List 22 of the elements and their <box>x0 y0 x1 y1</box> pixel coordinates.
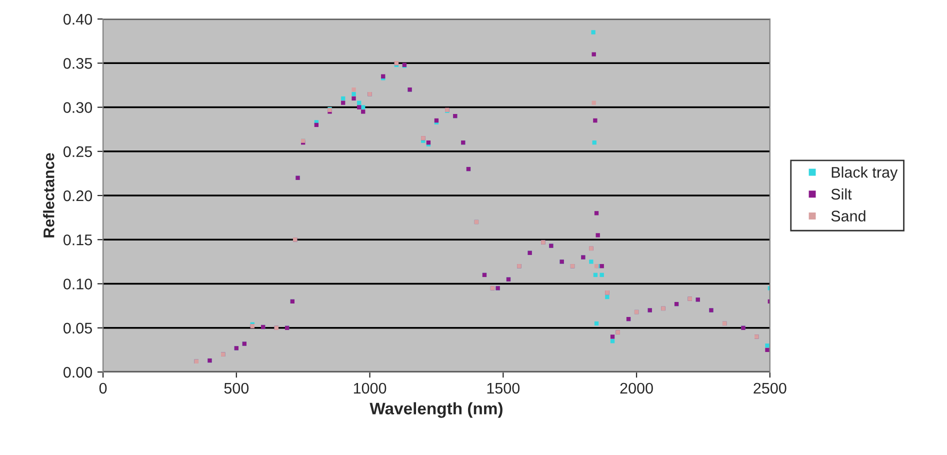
y-tick-label: 0.40 <box>63 14 92 25</box>
x-tick-label: 1500 <box>487 382 520 394</box>
legend-label: Black tray <box>832 166 898 181</box>
x-tick-label: 500 <box>224 382 249 394</box>
y-tick-label: 0.10 <box>63 278 92 290</box>
x-tick-label: 2000 <box>620 382 653 394</box>
legend-label: Sand <box>831 210 866 222</box>
y-tick-label: 0.00 <box>63 366 92 378</box>
y-tick-label: 0.35 <box>63 58 92 69</box>
y-tick-label: 0.05 <box>63 322 92 334</box>
point <box>352 88 356 92</box>
x-tick-label: 2500 <box>754 382 786 394</box>
x-tick-label: 0 <box>99 382 107 394</box>
legend-label: Silt <box>831 188 852 200</box>
y-tick-label: 0.30 <box>63 102 92 113</box>
point <box>592 100 596 105</box>
y-tick-label: 0.20 <box>63 190 92 202</box>
x-tick-label: 1000 <box>354 382 386 394</box>
y-tick-label: 0.25 <box>63 146 92 158</box>
y-tick-label: 0.15 <box>63 234 92 246</box>
x-axis-title: Wavelength (nm) <box>370 402 502 418</box>
y-axis-title: Reflectance <box>43 153 54 238</box>
